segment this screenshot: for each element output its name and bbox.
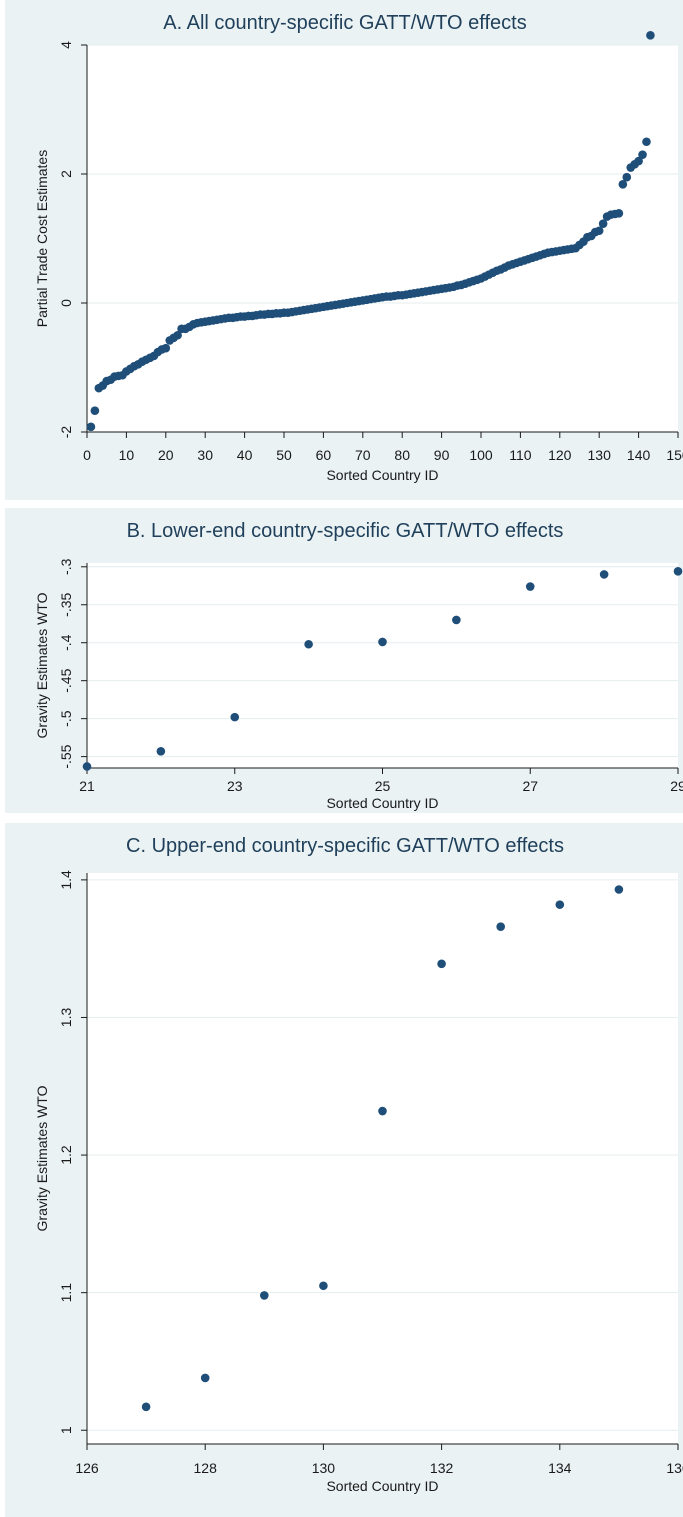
data-point [673, 567, 683, 576]
y-tick-label: 0 [58, 299, 74, 307]
x-tick-label: 100 [469, 447, 493, 463]
x-tick-label: 10 [119, 447, 135, 463]
panel-c: C. Upper-end country-specific GATT/WTO e… [5, 823, 683, 1517]
y-tick-label: 2 [58, 170, 74, 178]
x-tick-label: 70 [355, 447, 371, 463]
data-point [173, 330, 182, 340]
x-tick-label: 128 [194, 1460, 218, 1476]
x-tick-label: 20 [158, 447, 174, 463]
y-tick-label: 1.1 [58, 1283, 74, 1303]
data-point [452, 615, 461, 625]
x-tick-label: 150 [666, 447, 683, 463]
x-axis-label: Sorted Country ID [326, 1478, 438, 1494]
data-point [622, 172, 632, 182]
data-point [319, 1281, 328, 1291]
x-tick-label: 27 [522, 778, 538, 794]
y-tick-label: 1 [58, 1426, 74, 1434]
data-point [614, 209, 624, 218]
chart-title-b: B. Lower-end country-specific GATT/WTO e… [126, 520, 564, 542]
x-tick-label: 126 [75, 1460, 99, 1476]
x-tick-label: 30 [197, 447, 213, 463]
data-point [90, 406, 100, 416]
data-point [614, 885, 624, 894]
data-point [141, 1402, 151, 1412]
x-tick-label: 25 [375, 778, 391, 794]
x-tick-label: 23 [227, 778, 243, 794]
x-tick-label: 60 [316, 447, 332, 463]
data-point [378, 1106, 387, 1116]
data-point [638, 150, 647, 159]
y-tick-label: -.35 [58, 592, 74, 616]
y-tick-label: -2 [58, 426, 74, 439]
data-point [599, 570, 609, 579]
x-tick-label: 130 [312, 1460, 336, 1476]
data-point [230, 712, 240, 722]
x-axis-label: Sorted Country ID [326, 467, 438, 483]
x-tick-label: 50 [276, 447, 292, 463]
data-point [642, 137, 651, 147]
data-point [260, 1291, 269, 1300]
y-tick-label: 1.3 [58, 1008, 74, 1028]
data-point [161, 343, 171, 353]
x-tick-label: 80 [394, 447, 410, 463]
data-point [304, 639, 313, 649]
data-point [594, 226, 604, 236]
y-axis-label: Gravity Estimates WTO [34, 1085, 50, 1231]
data-point [86, 422, 96, 432]
data-point [496, 922, 506, 931]
data-point [598, 219, 608, 228]
scatter-plot-c: 1 1.1 1.2 1.3 1.4 126 128 130 132 134 136 Sorted Co… [34, 870, 683, 1494]
plot-area [87, 45, 678, 432]
y-tick-label: -.5 [58, 710, 74, 727]
x-tick-label: 120 [548, 447, 572, 463]
panel-a: A. All country-specific GATT/WTO effects… [5, 0, 683, 500]
y-tick-label: -.45 [58, 668, 74, 692]
x-tick-label: 21 [79, 778, 95, 794]
x-tick-label: 132 [430, 1460, 454, 1476]
y-tick-label: -.4 [58, 634, 74, 651]
data-point [200, 1373, 210, 1383]
panel-b: B. Lower-end country-specific GATT/WTO e… [5, 508, 683, 813]
data-point [525, 582, 535, 591]
y-tick-label: -.55 [58, 744, 74, 768]
y-tick-label: 1.4 [58, 870, 74, 890]
chart-title-a: A. All country-specific GATT/WTO effects [163, 12, 527, 34]
data-point [646, 31, 655, 40]
x-axis-label: Sorted Country ID [326, 795, 438, 811]
x-tick-label: 140 [627, 447, 651, 463]
x-tick-label: 110 [509, 447, 532, 463]
plot-area [87, 873, 678, 1444]
x-tick-label: 134 [548, 1460, 572, 1476]
data-point [555, 900, 565, 909]
x-tick-label: 40 [237, 447, 253, 463]
x-tick-label: 0 [83, 447, 91, 463]
data-point [618, 180, 628, 189]
data-point [82, 762, 92, 771]
data-point [634, 156, 643, 166]
y-axis-label: Gravity Estimates WTO [34, 592, 50, 738]
data-point [156, 746, 166, 756]
y-tick-label: -.3 [58, 558, 74, 575]
plot-area [87, 563, 678, 768]
data-point [378, 637, 387, 647]
y-tick-label: 4 [58, 41, 74, 49]
y-tick-label: 1.2 [58, 1145, 74, 1165]
x-tick-label: 90 [434, 447, 450, 463]
x-tick-label: 136 [666, 1460, 683, 1476]
x-tick-label: 130 [588, 447, 612, 463]
y-axis-label: Partial Trade Cost Estimates [34, 150, 50, 327]
data-point [437, 959, 446, 969]
chart-title-c: C. Upper-end country-specific GATT/WTO e… [126, 835, 564, 857]
x-tick-label: 29 [670, 778, 683, 794]
scatter-plot-b: -.55 -.5 -.45 -.4 -.35 -.3 21 23 25 27 29 Sorted Co… [34, 558, 683, 811]
